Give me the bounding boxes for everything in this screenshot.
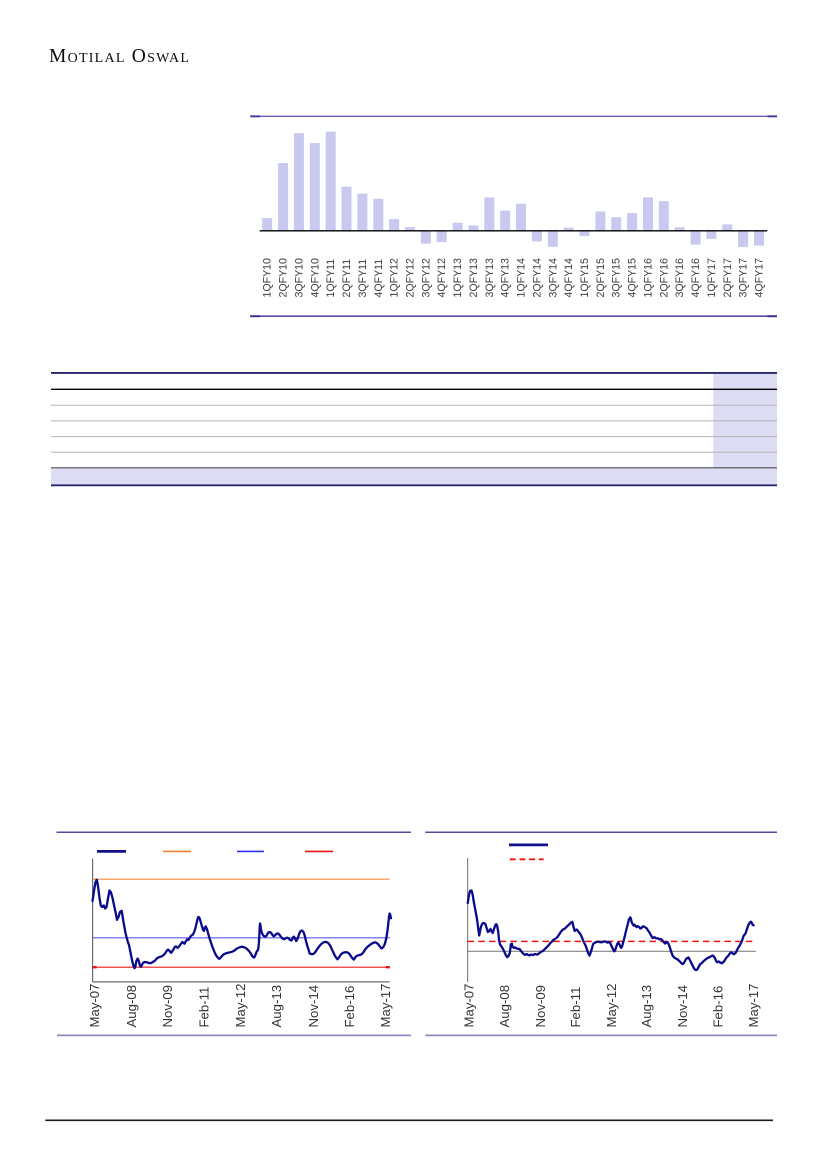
svg-text:May-07: May-07: [461, 984, 476, 1028]
svg-text:4QFY14: 4QFY14: [563, 258, 575, 298]
svg-text:4QFY12: 4QFY12: [436, 258, 448, 298]
svg-text:1QFY16: 1QFY16: [643, 258, 655, 298]
svg-text:Feb-11: Feb-11: [568, 987, 583, 1028]
svg-text:Nov-09: Nov-09: [160, 985, 175, 1028]
svg-text:3QFY13: 3QFY13: [484, 258, 496, 298]
svg-text:3QFY10: 3QFY10: [293, 258, 305, 298]
svg-text:1QFY11: 1QFY11: [325, 259, 337, 298]
svg-text:3QFY14: 3QFY14: [547, 258, 559, 298]
svg-text:4QFY17: 4QFY17: [754, 258, 766, 298]
svg-text:2QFY11: 2QFY11: [341, 259, 353, 298]
svg-text:2QFY15: 2QFY15: [595, 258, 607, 298]
svg-text:3QFY17: 3QFY17: [738, 258, 750, 298]
svg-text:2QFY13: 2QFY13: [468, 258, 480, 298]
svg-text:2QFY17: 2QFY17: [722, 258, 734, 298]
svg-text:4QFY11: 4QFY11: [373, 259, 385, 298]
svg-text:3QFY16: 3QFY16: [674, 258, 686, 298]
svg-text:Nov-09: Nov-09: [533, 985, 548, 1028]
svg-text:2QFY14: 2QFY14: [531, 258, 543, 298]
svg-text:2QFY10: 2QFY10: [278, 258, 290, 298]
svg-text:Aug-08: Aug-08: [124, 985, 139, 1028]
svg-text:May-12: May-12: [604, 984, 619, 1028]
svg-text:May-17: May-17: [746, 984, 761, 1028]
svg-text:1QFY14: 1QFY14: [516, 258, 528, 298]
svg-text:3QFY15: 3QFY15: [611, 258, 623, 298]
svg-text:May-07: May-07: [87, 984, 102, 1028]
svg-text:4QFY10: 4QFY10: [309, 258, 321, 298]
svg-text:Feb-16: Feb-16: [342, 986, 357, 1028]
svg-text:May-12: May-12: [233, 984, 248, 1028]
svg-text:1QFY17: 1QFY17: [706, 258, 718, 298]
svg-text:Aug-08: Aug-08: [497, 985, 512, 1028]
svg-text:1QFY12: 1QFY12: [389, 258, 401, 298]
svg-text:3QFY12: 3QFY12: [420, 258, 432, 298]
svg-text:2QFY12: 2QFY12: [405, 258, 417, 298]
svg-text:1QFY13: 1QFY13: [452, 258, 464, 298]
svg-text:Feb-16: Feb-16: [711, 986, 726, 1028]
svg-text:Aug-13: Aug-13: [269, 985, 284, 1028]
svg-text:1QFY15: 1QFY15: [579, 258, 591, 298]
svg-text:Nov-14: Nov-14: [675, 985, 690, 1028]
svg-text:May-17: May-17: [378, 984, 393, 1028]
svg-text:Nov-14: Nov-14: [306, 985, 321, 1028]
svg-text:4QFY13: 4QFY13: [500, 258, 512, 298]
svg-text:Feb-11: Feb-11: [196, 987, 211, 1028]
svg-text:Aug-13: Aug-13: [639, 985, 654, 1028]
svg-text:1QFY10: 1QFY10: [262, 258, 274, 298]
svg-text:3QFY11: 3QFY11: [357, 259, 369, 298]
svg-text:2QFY16: 2QFY16: [658, 258, 670, 298]
svg-text:4QFY16: 4QFY16: [690, 258, 702, 298]
svg-text:4QFY15: 4QFY15: [627, 258, 639, 298]
